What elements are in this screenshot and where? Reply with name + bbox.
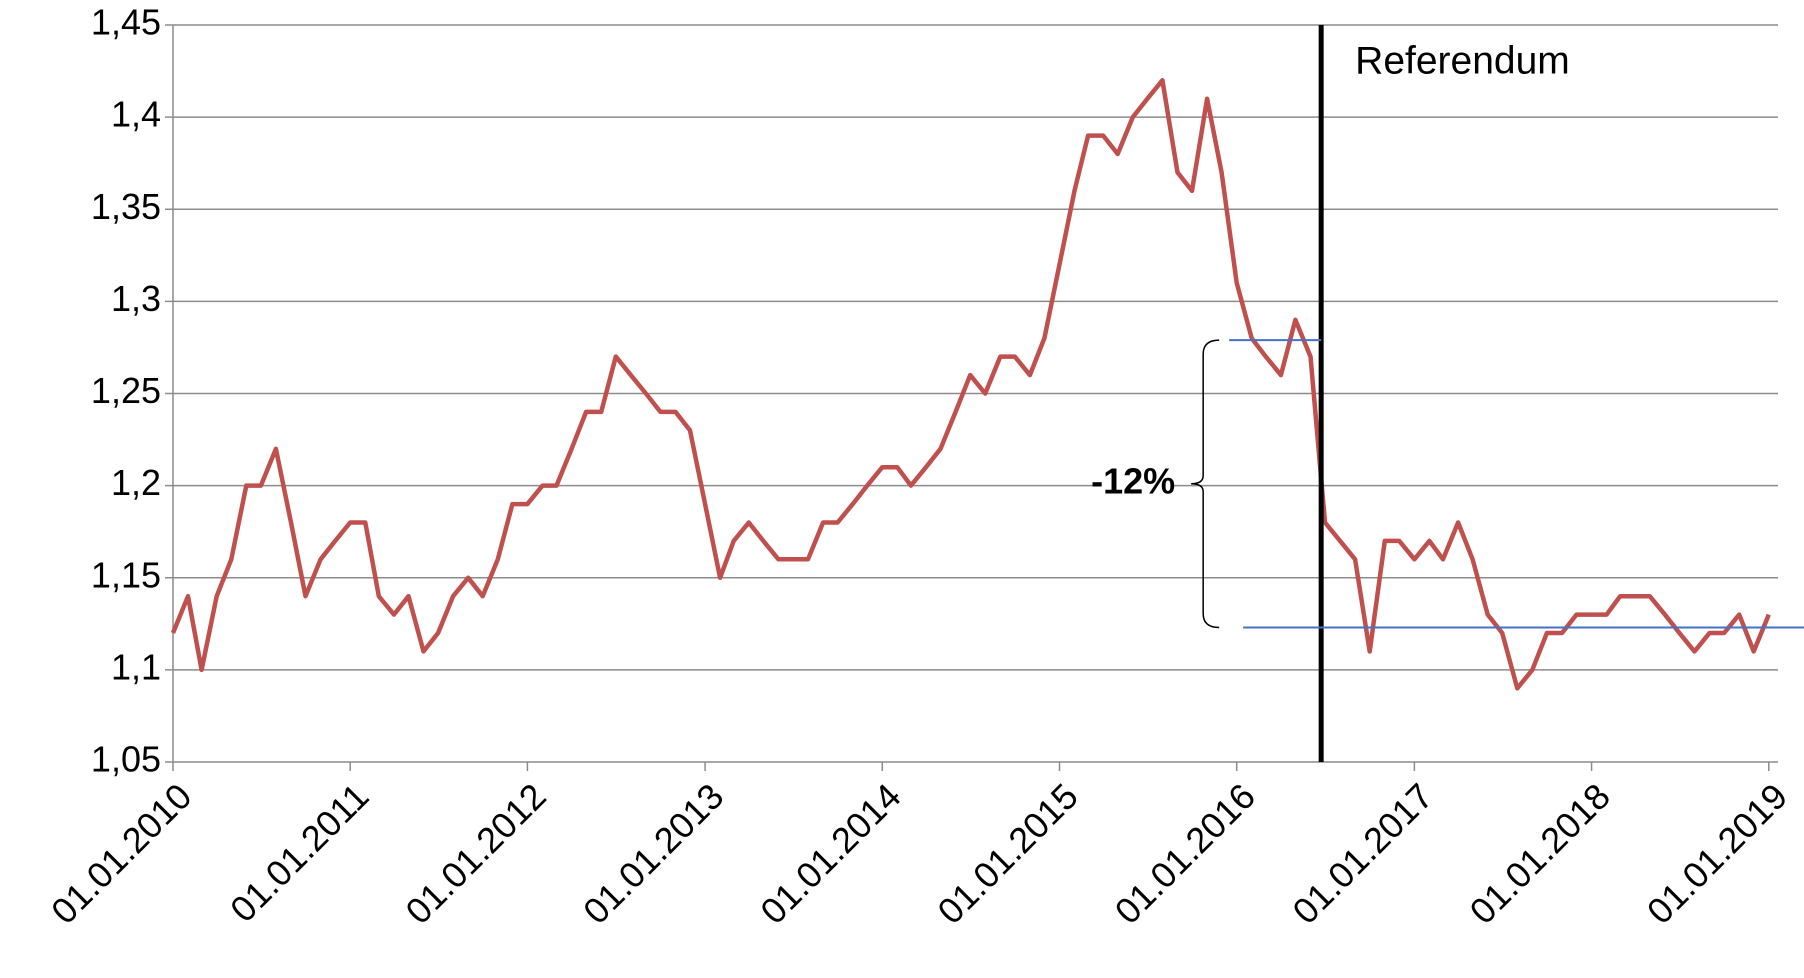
y-tick-label: 1,3 — [111, 278, 161, 319]
y-tick-label: 1,1 — [111, 646, 161, 687]
x-tick-label: 01.01.2012 — [397, 775, 553, 931]
y-tick-label: 1,45 — [91, 2, 161, 43]
x-tick-label: 01.01.2010 — [43, 775, 199, 931]
y-tick-label: 1,35 — [91, 186, 161, 227]
y-tick-label: 1,05 — [91, 739, 161, 780]
y-tick-label: 1,25 — [91, 370, 161, 411]
x-tick-label: 01.01.2011 — [222, 775, 377, 930]
y-tick-label: 1,15 — [91, 554, 161, 595]
x-tick-label: 01.01.2014 — [752, 775, 908, 931]
y-tick-label: 1,2 — [111, 462, 161, 503]
x-tick-label: 01.01.2016 — [1107, 775, 1263, 931]
x-tick-label: 01.01.2019 — [1639, 775, 1795, 931]
y-tick-label: 1,4 — [111, 94, 161, 135]
x-tick-label: 01.01.2018 — [1462, 775, 1618, 931]
change-label: -12% — [1091, 460, 1175, 501]
x-tick-label: 01.01.2013 — [575, 775, 731, 931]
label-background — [1093, 457, 1172, 510]
x-tick-label: 01.01.2015 — [929, 775, 1085, 931]
brace — [1191, 339, 1220, 629]
x-tick-label: 01.01.2017 — [1284, 775, 1440, 931]
referendum-label: Referendum — [1355, 39, 1570, 82]
data-line — [170, 78, 1771, 691]
